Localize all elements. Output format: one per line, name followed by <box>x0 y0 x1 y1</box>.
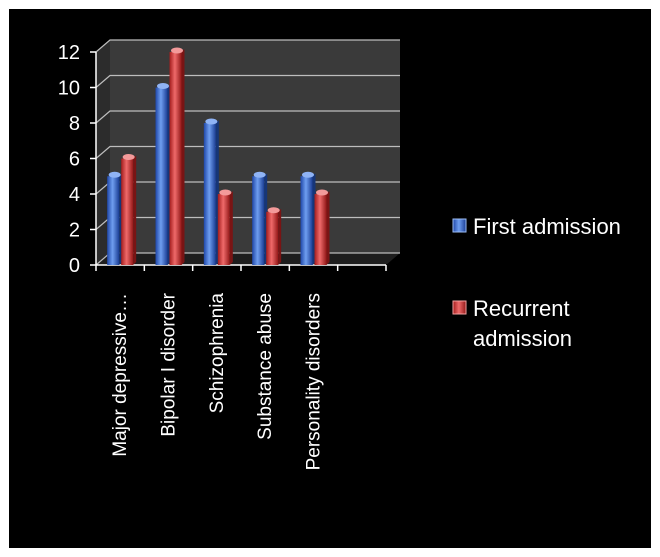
bar-first-admission <box>203 118 219 265</box>
gridline <box>95 74 400 88</box>
bar-top <box>253 171 266 178</box>
plot-area <box>96 40 400 265</box>
bar-side <box>326 191 330 265</box>
bar-top <box>219 189 232 196</box>
legend-swatch-first-admission <box>452 218 467 233</box>
bar-first-admission <box>252 171 268 265</box>
bar-front <box>314 194 327 265</box>
legend-swatch-recurrent-admission <box>452 300 467 315</box>
bar-top <box>108 171 121 178</box>
bar-front <box>300 176 313 265</box>
y-tick-label: 0 <box>69 255 80 277</box>
x-category-label: Major depressive… <box>110 293 131 457</box>
x-category-label: Schizophrenia <box>207 293 228 414</box>
bar-recurrent-admission <box>314 189 330 265</box>
bar-top <box>157 83 169 89</box>
bar-recurrent-admission <box>169 47 185 265</box>
gridline <box>95 110 400 124</box>
bar-front <box>266 211 279 265</box>
y-axis-ticks: 0 2 4 6 8 10 12 <box>58 42 80 277</box>
x-category-label: Substance abuse <box>255 293 276 440</box>
bar-top <box>302 171 314 178</box>
bar-side <box>181 49 185 265</box>
legend-label-first-admission: First admission <box>473 214 621 239</box>
bar-first-admission <box>107 171 123 265</box>
bar-recurrent-admission <box>121 154 137 265</box>
bar-top <box>171 47 183 54</box>
bar-first-admission <box>155 83 171 265</box>
bar-front <box>169 52 182 265</box>
y-tick-label: 6 <box>69 149 80 171</box>
bar-first-admission <box>300 171 316 265</box>
bar-recurrent-admission <box>266 207 282 265</box>
legend-label-recurrent-admission-line2: admission <box>473 326 572 351</box>
legend: First admission Recurrent admission <box>452 214 621 351</box>
y-tick-label: 2 <box>69 220 80 242</box>
bar-top <box>205 118 218 125</box>
axes <box>90 51 387 271</box>
x-axis-labels: Major depressive… Bipolar I disorder Schiz… <box>110 292 324 470</box>
y-tick-label: 10 <box>58 78 80 100</box>
bar-front <box>121 158 134 265</box>
bar-recurrent-admission <box>217 189 233 265</box>
bar-side <box>278 208 282 265</box>
bar-side <box>229 191 233 265</box>
bar-front <box>217 194 230 265</box>
bar-front <box>252 176 265 265</box>
y-tick-label: 8 <box>69 113 80 135</box>
gridline <box>95 145 400 159</box>
bar-front <box>107 176 120 265</box>
bar-front <box>155 87 168 265</box>
y-tick-label: 12 <box>58 42 80 64</box>
x-category-label: Personality disorders <box>304 293 325 470</box>
bar-front <box>203 123 216 265</box>
bar-top <box>122 154 135 160</box>
bars <box>107 47 330 265</box>
x-category-label: Bipolar I disorder <box>159 292 180 436</box>
bar-side <box>133 155 137 265</box>
gridline <box>95 39 400 53</box>
legend-label-recurrent-admission: Recurrent <box>473 296 570 321</box>
bar-top <box>316 189 328 196</box>
y-tick-label: 4 <box>69 184 80 206</box>
bar-top <box>267 207 280 214</box>
floor <box>96 253 400 265</box>
